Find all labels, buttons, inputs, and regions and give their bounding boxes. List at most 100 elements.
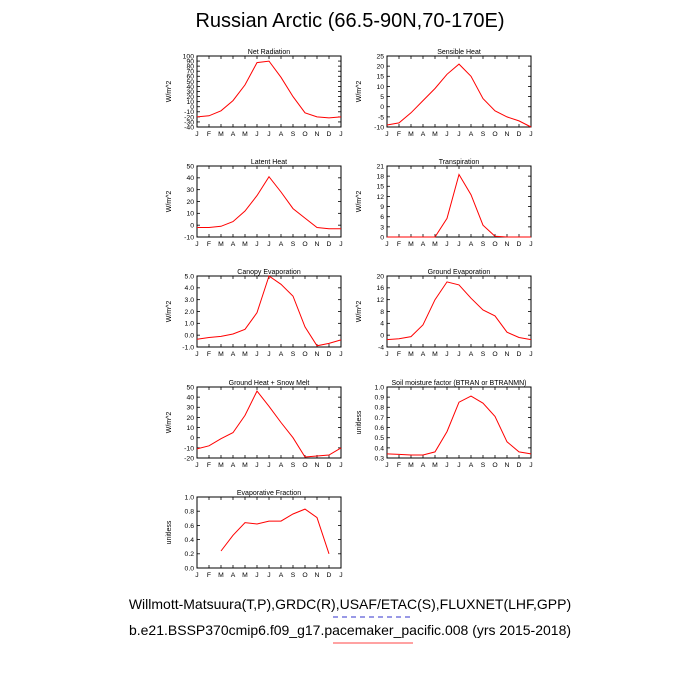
y-axis-label: unitless	[166, 520, 173, 544]
x-tick-label: D	[327, 351, 332, 358]
y-tick-label: -10	[184, 109, 194, 116]
y-tick-label: 20	[186, 415, 194, 422]
x-tick-label: M	[242, 131, 248, 138]
y-tick-label: 5.0	[185, 273, 195, 280]
x-tick-label: N	[505, 351, 510, 358]
x-tick-label: O	[492, 462, 497, 469]
y-tick-label: 0.3	[375, 455, 385, 462]
x-tick-label: D	[327, 572, 332, 579]
x-tick-label: O	[302, 241, 307, 248]
footer-datasets: Willmott-Matsuura(T,P),GRDC(R),USAF/ETAC…	[128, 596, 572, 612]
x-tick-label: N	[315, 131, 320, 138]
y-axis-label: unitless	[356, 410, 363, 434]
y-tick-label: 5	[380, 94, 384, 101]
x-tick-label: A	[469, 462, 474, 469]
x-tick-label: J	[267, 572, 270, 579]
y-tick-label: 12	[376, 297, 384, 304]
y-tick-label: -30	[184, 119, 194, 126]
y-tick-label: -40	[184, 124, 194, 131]
x-tick-label: J	[255, 131, 258, 138]
x-tick-label: A	[421, 241, 426, 248]
x-tick-label: J	[195, 131, 198, 138]
x-tick-label: F	[207, 131, 211, 138]
y-tick-label: 12	[376, 194, 384, 201]
series-line	[386, 63, 532, 128]
x-tick-label: J	[529, 351, 532, 358]
panel-title: Canopy Evaporation	[237, 269, 301, 276]
y-tick-label: 100	[183, 53, 195, 60]
x-tick-label: D	[517, 131, 522, 138]
x-tick-label: J	[385, 241, 388, 248]
x-tick-label: J	[445, 351, 448, 358]
x-tick-label: M	[242, 241, 248, 248]
y-tick-label: -1.0	[182, 344, 194, 351]
panel-title: Latent Heat	[251, 159, 287, 166]
plot-frame	[196, 496, 342, 569]
y-tick-label: 50	[186, 163, 194, 170]
panel-7: Ground Heat + Snow Melt W/m^2 -20 -10 0 10 20 3…	[166, 380, 343, 469]
x-tick-label: S	[291, 131, 296, 138]
x-tick-label: J	[445, 241, 448, 248]
y-tick-label: 0.8	[185, 509, 195, 516]
x-tick-label: F	[397, 241, 401, 248]
x-tick-label: J	[339, 462, 342, 469]
x-tick-label: N	[315, 572, 320, 579]
x-tick-label: M	[242, 351, 248, 358]
y-tick-label: 0.6	[185, 523, 195, 530]
x-tick-label: O	[302, 462, 307, 469]
x-tick-label: D	[517, 241, 522, 248]
y-axis-label: W/m^2	[166, 191, 173, 213]
x-tick-label: M	[432, 351, 438, 358]
x-tick-label: J	[267, 131, 270, 138]
y-tick-label: 20	[376, 273, 384, 280]
x-tick-label: A	[231, 462, 236, 469]
x-tick-label: N	[315, 462, 320, 469]
y-tick-label: 30	[186, 187, 194, 194]
x-tick-label: D	[327, 462, 332, 469]
x-tick-label: J	[529, 462, 532, 469]
y-tick-label: 25	[376, 53, 384, 60]
footer-case: b.e21.BSSP370cmip6.f09_g17.pacemaker_pac…	[128, 622, 572, 638]
x-tick-label: N	[505, 241, 510, 248]
x-tick-label: J	[195, 462, 198, 469]
y-tick-label: -10	[184, 445, 194, 452]
panel-title: Evaporative Fraction	[237, 490, 301, 497]
panel-1: Net Radiation W/m^2 -40-30-20-100102030405…	[166, 49, 343, 138]
x-tick-label: M	[218, 241, 224, 248]
y-tick-label: 18	[376, 174, 384, 181]
y-tick-label: 3	[380, 224, 384, 231]
x-tick-label: J	[457, 462, 460, 469]
x-tick-label: S	[291, 351, 296, 358]
x-tick-label: J	[457, 351, 460, 358]
x-tick-label: M	[408, 241, 414, 248]
x-tick-label: J	[195, 241, 198, 248]
x-tick-label: S	[481, 131, 486, 138]
x-tick-label: A	[421, 462, 426, 469]
x-tick-label: A	[279, 572, 284, 579]
x-tick-label: J	[255, 351, 258, 358]
x-tick-label: A	[469, 131, 474, 138]
x-tick-label: J	[339, 572, 342, 579]
x-tick-label: A	[279, 351, 284, 358]
y-tick-label: 0.9	[375, 395, 385, 402]
y-tick-label: 15	[376, 74, 384, 81]
y-tick-label: 0.5	[375, 435, 385, 442]
y-tick-label: -10	[374, 124, 384, 131]
y-tick-label: 80	[186, 64, 194, 71]
x-tick-label: O	[302, 131, 307, 138]
x-tick-label: N	[315, 241, 320, 248]
y-tick-label: 10	[376, 84, 384, 91]
plot-frame	[386, 275, 532, 348]
x-tick-label: S	[481, 351, 486, 358]
x-tick-label: M	[218, 572, 224, 579]
x-tick-label: J	[339, 351, 342, 358]
series-line	[196, 275, 342, 347]
x-tick-label: F	[397, 351, 401, 358]
y-axis-label: W/m^2	[356, 81, 363, 103]
x-tick-label: J	[255, 241, 258, 248]
y-tick-label: 30	[186, 89, 194, 96]
x-tick-label: A	[231, 572, 236, 579]
y-axis-label: W/m^2	[166, 81, 173, 103]
x-tick-label: J	[195, 351, 198, 358]
